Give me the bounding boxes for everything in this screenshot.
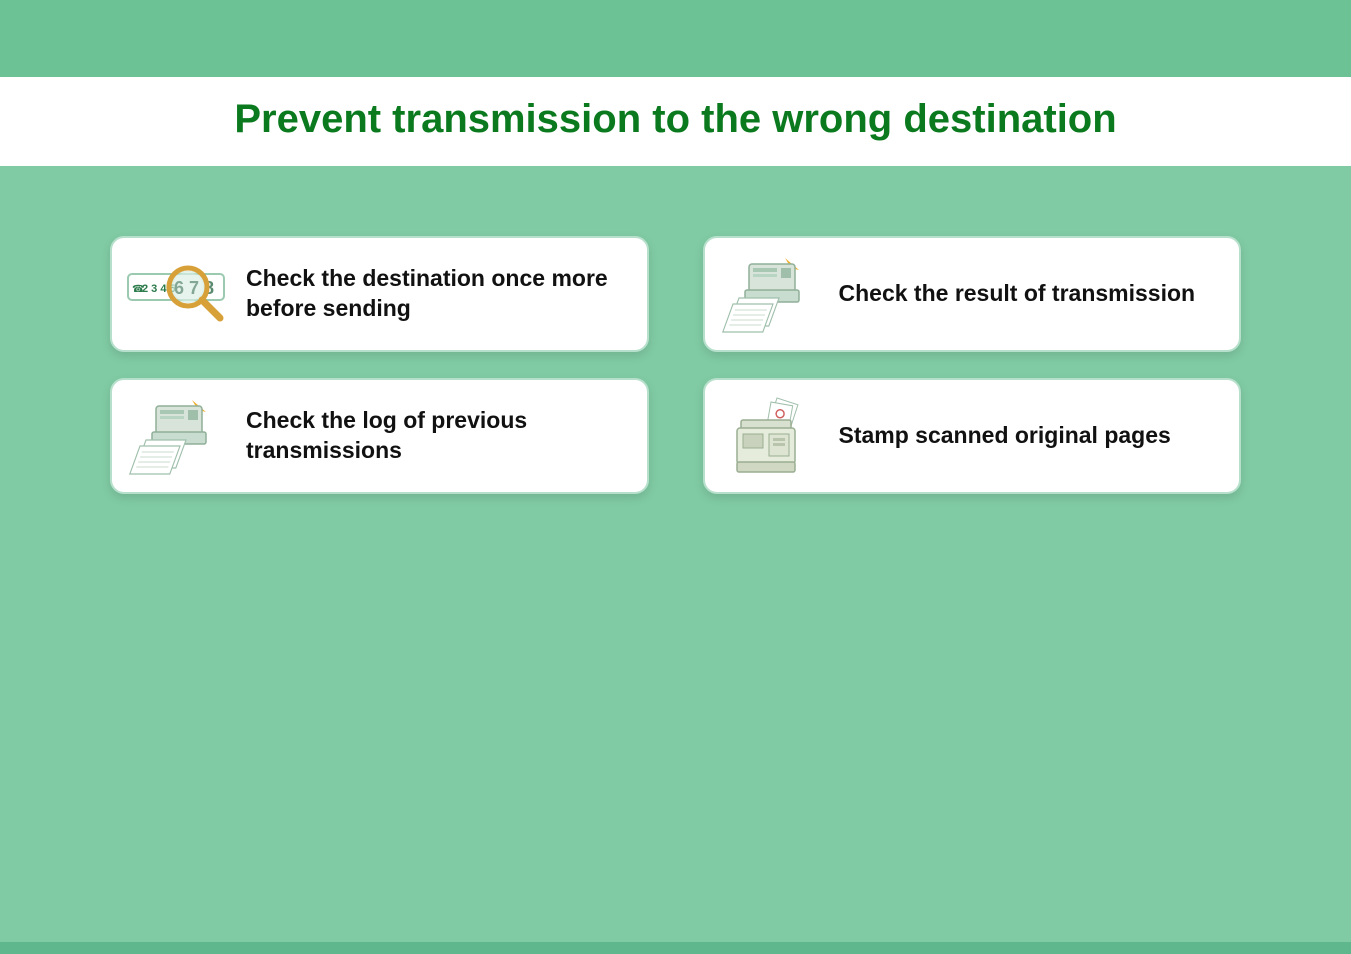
card-check-result[interactable]: Check the result of transmission — [703, 236, 1242, 352]
top-bar — [0, 0, 1351, 77]
card-label: Check the result of transmission — [839, 279, 1196, 309]
card-check-log[interactable]: Check the log of previous transmissions — [110, 378, 649, 494]
copier-stamp-icon — [719, 394, 819, 478]
content-area: ☎ 2 3 4 5 6 7 8 Check the destination on… — [0, 166, 1351, 494]
card-check-destination[interactable]: ☎ 2 3 4 5 6 7 8 Check the destination on… — [110, 236, 649, 352]
card-label: Check the log of previous transmissions — [246, 406, 629, 466]
page-title: Prevent transmission to the wrong destin… — [0, 97, 1351, 142]
bottom-strip — [0, 942, 1351, 954]
card-stamp-pages[interactable]: Stamp scanned original pages — [703, 378, 1242, 494]
card-label: Stamp scanned original pages — [839, 421, 1171, 451]
card-label: Check the destination once more before s… — [246, 264, 629, 324]
card-grid: ☎ 2 3 4 5 6 7 8 Check the destination on… — [110, 236, 1241, 494]
magnifier-number-icon: ☎ 2 3 4 5 6 7 8 — [126, 252, 226, 336]
fax-paper-icon — [126, 394, 226, 478]
title-band: Prevent transmission to the wrong destin… — [0, 77, 1351, 166]
fax-paper-icon — [719, 252, 819, 336]
